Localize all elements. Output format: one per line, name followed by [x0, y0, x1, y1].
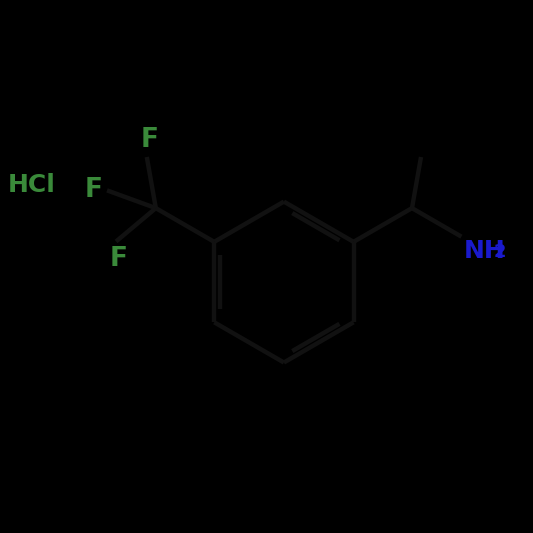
- Text: NH: NH: [464, 239, 506, 263]
- Text: HCl: HCl: [7, 173, 55, 197]
- Text: F: F: [85, 177, 103, 204]
- Text: F: F: [110, 246, 127, 272]
- Text: F: F: [140, 127, 158, 153]
- Text: 2: 2: [494, 244, 507, 261]
